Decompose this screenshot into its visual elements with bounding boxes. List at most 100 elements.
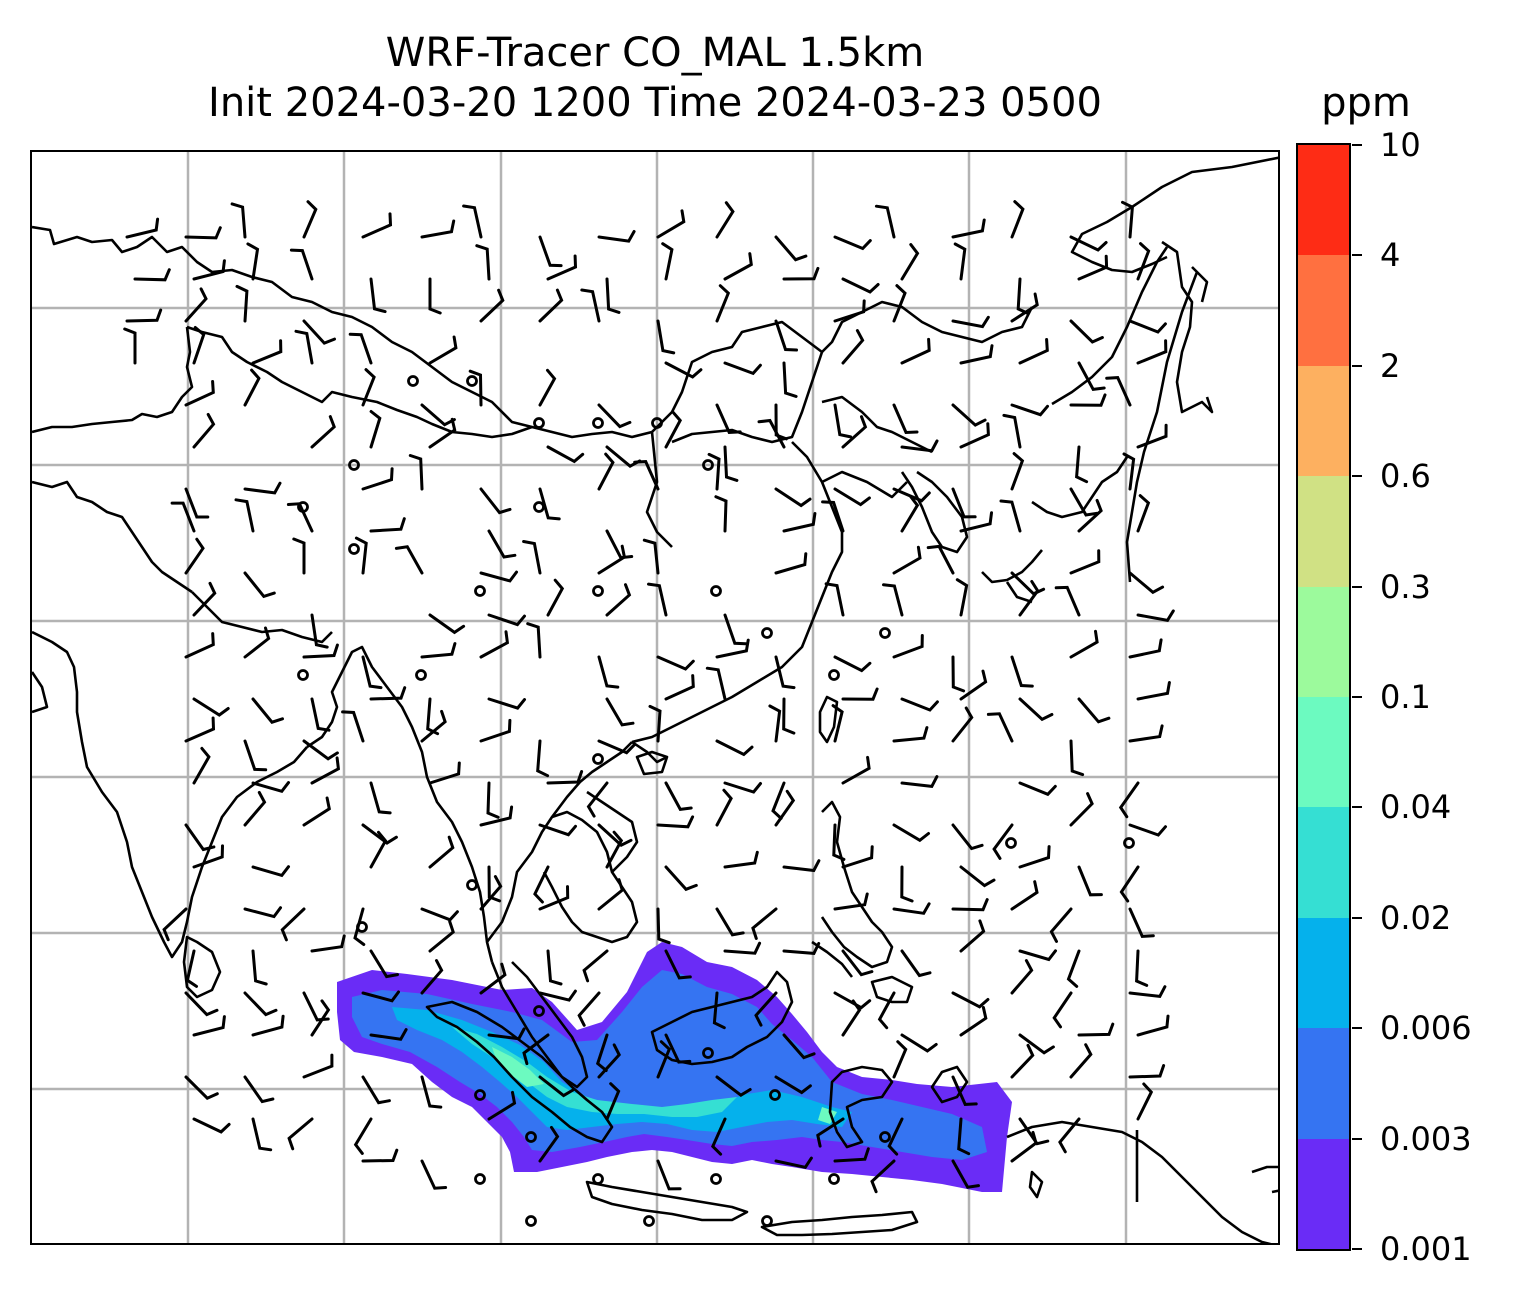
colorbar-tick	[1352, 254, 1362, 257]
wind-barb	[597, 823, 633, 848]
wind-barb	[243, 626, 271, 659]
wind-barb	[487, 529, 517, 559]
colorbar	[1296, 143, 1351, 1251]
wind-barb	[486, 781, 500, 819]
wind-barb	[1010, 200, 1025, 239]
wind-barb	[246, 242, 260, 281]
wind-barb	[892, 403, 919, 435]
wind-barb	[369, 949, 399, 979]
wind-barb	[475, 244, 491, 281]
wind-barb	[487, 697, 526, 710]
wind-barb	[723, 781, 762, 794]
wind-barb	[986, 712, 1014, 743]
wind-barb	[656, 1040, 672, 1079]
wind-barb	[546, 770, 584, 785]
wind-barb	[999, 499, 1022, 533]
wind-barb	[1052, 991, 1073, 1029]
wind-barb	[192, 259, 226, 281]
wind-barb	[184, 823, 216, 852]
wind-barb	[361, 655, 383, 690]
wind-barb	[841, 845, 874, 869]
wind-barb	[420, 709, 447, 743]
wind-barb	[369, 410, 382, 449]
wind-barb	[546, 445, 585, 464]
calm-wind-circle	[879, 1131, 891, 1143]
wind-barb	[133, 268, 171, 282]
colorbar-tick-label: 10	[1380, 126, 1421, 164]
wind-barb	[877, 991, 896, 1030]
wind-barb	[361, 823, 398, 845]
wind-barb	[1010, 1043, 1035, 1079]
wind-barb	[887, 1117, 904, 1156]
wind-barb	[605, 1082, 621, 1121]
wind-barb	[192, 1015, 226, 1037]
colorbar-segment	[1298, 1138, 1349, 1249]
wind-barb	[428, 335, 458, 365]
colorbar-tick	[1352, 696, 1362, 698]
calm-wind-circle	[348, 543, 360, 555]
wind-barb	[292, 537, 306, 575]
wind-barb	[361, 467, 394, 491]
wind-barb	[1118, 781, 1140, 819]
wind-barb	[479, 487, 512, 515]
calm-wind-circle	[474, 585, 486, 597]
wind-barb	[192, 581, 217, 617]
wind-barb	[577, 991, 601, 1027]
wind-barb	[192, 697, 230, 717]
wind-barb	[1128, 571, 1165, 595]
colorbar-segment	[1298, 806, 1349, 918]
wind-barb	[538, 989, 577, 1002]
wind-barb	[302, 739, 339, 761]
calm-wind-circle	[592, 585, 604, 597]
wind-barb	[184, 287, 208, 323]
wind-barb	[185, 949, 198, 988]
wind-barb	[664, 1033, 692, 1064]
wind-barb	[774, 1156, 813, 1169]
wind-barb	[1128, 907, 1155, 938]
wind-barb	[1136, 1014, 1170, 1037]
wind-barb	[774, 235, 808, 262]
wind-barb	[302, 200, 318, 239]
calm-wind-circle	[702, 459, 714, 471]
wind-barb	[841, 329, 865, 365]
calm-wind-circle	[348, 459, 360, 471]
colorbar-tick-label: 0.3	[1380, 567, 1431, 606]
calm-wind-circle	[1123, 837, 1135, 849]
wind-barb	[707, 452, 721, 491]
wind-barb	[782, 266, 820, 281]
calm-wind-circle	[769, 1089, 781, 1101]
wind-barb	[369, 277, 387, 314]
wind-barb	[479, 630, 510, 659]
wind-barb	[597, 739, 636, 755]
wind-barb	[487, 1090, 517, 1121]
wind-barb	[420, 959, 444, 995]
wind-barb	[1136, 1082, 1154, 1121]
wind-barb	[774, 1075, 812, 1095]
wind-barb	[664, 781, 693, 812]
wind-barb	[712, 991, 726, 1030]
wind-barb	[892, 1040, 908, 1079]
wind-barb	[959, 1006, 988, 1037]
wind-barb	[992, 823, 1014, 860]
wind-barb	[656, 319, 676, 355]
wind-barb	[656, 209, 686, 239]
wind-barb	[1128, 985, 1167, 999]
wind-barb	[586, 781, 609, 818]
wind-barb	[294, 329, 314, 365]
calm-wind-circle	[702, 1047, 714, 1059]
wind-barb	[774, 319, 798, 352]
tracer-plume	[337, 942, 1012, 1192]
wind-barb	[251, 1117, 273, 1152]
wind-barb	[782, 697, 796, 735]
wind-barb	[1010, 1130, 1038, 1163]
wind-barb	[1136, 423, 1168, 449]
wind-barb	[428, 417, 457, 449]
colorbar-tick-label: 4	[1380, 236, 1401, 275]
wind-barb	[711, 1117, 727, 1156]
wind-barb	[723, 445, 739, 482]
wind-barb	[538, 885, 570, 911]
colorbar-tick-label: 0.003	[1380, 1119, 1472, 1158]
wind-barb	[361, 368, 376, 407]
colorbar-tick-label: 2	[1380, 346, 1401, 385]
wind-barb	[892, 545, 922, 575]
